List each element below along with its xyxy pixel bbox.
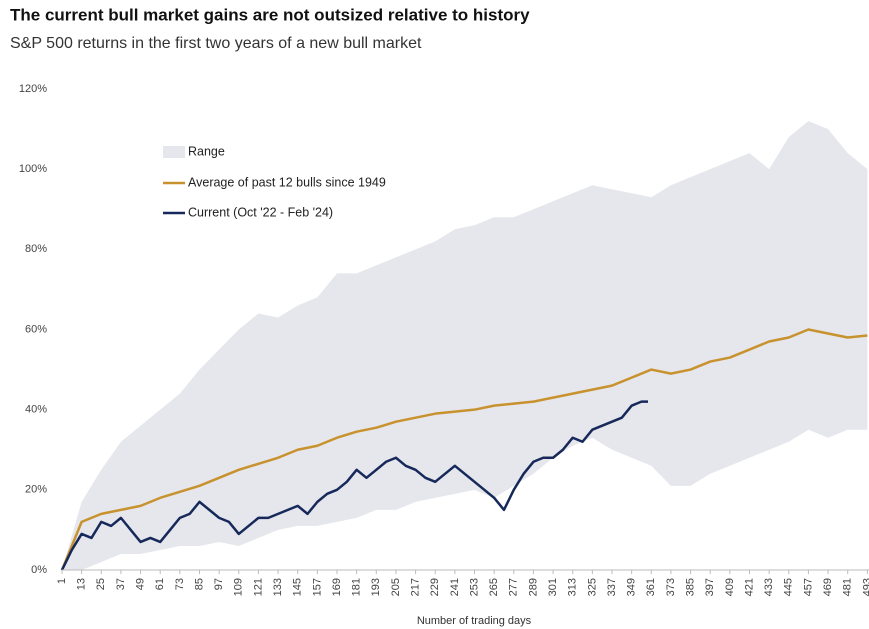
x-tick-label: 49 [134,578,146,590]
x-tick-label: 385 [684,578,696,596]
x-tick-label: 205 [390,578,402,596]
x-tick-label: 361 [645,578,657,596]
chart-title: The current bull market gains are not ou… [10,5,530,24]
x-tick-label: 253 [468,578,480,596]
x-tick-label: 85 [193,578,205,590]
x-tick-label: 409 [724,578,736,596]
x-tick-label: 193 [370,578,382,596]
x-tick-label: 265 [488,578,500,596]
x-tick-label: 157 [311,578,323,596]
x-tick-label: 469 [822,578,834,596]
series-line [60,400,649,571]
chart-subtitle: S&P 500 returns in the first two years o… [10,35,422,52]
x-tick-label: 133 [272,578,284,596]
x-tick-label: 481 [842,578,854,596]
legend-swatch [163,146,185,158]
y-tick-label: 20% [25,484,47,496]
x-tick-label: 181 [351,578,363,596]
x-tick-label: 313 [567,578,579,596]
x-tick-label: 109 [233,578,245,596]
x-tick-label: 421 [743,578,755,596]
legend-label: Average of past 12 bulls since 1949 [188,175,386,189]
x-tick-label: 169 [331,578,343,596]
x-tick-label: 145 [292,578,304,596]
x-tick-label: 13 [76,578,88,590]
x-tick-label: 373 [665,578,677,596]
x-tick-label: 25 [95,578,107,590]
x-tick-label: 121 [252,578,264,596]
x-tick-label: 277 [508,578,520,596]
range-area [62,121,868,571]
x-tick-label: 397 [704,578,716,596]
x-tick-label: 493 [861,578,869,596]
legend-label: Range [188,144,225,158]
x-tick-label: 73 [174,578,186,590]
y-tick-label: 100% [19,163,47,175]
plot [60,121,868,571]
x-tick-label: 445 [783,578,795,596]
y-tick-label: 40% [25,404,47,416]
x-tick-label: 97 [213,578,225,590]
y-tick-label: 120% [19,83,47,95]
x-tick-label: 301 [547,578,559,596]
x-tick-label: 61 [154,578,166,590]
x-tick-label: 349 [626,578,638,596]
x-tick-label: 241 [449,578,461,596]
x-tick-label: 433 [763,578,775,596]
x-tick-label: 289 [527,578,539,596]
x-tick-label: 337 [606,578,618,596]
y-tick-label: 60% [25,323,47,335]
x-tick-label: 37 [115,578,127,590]
x-tick-label: 457 [802,578,814,596]
x-tick-label: 1 [56,578,68,584]
x-tick-label: 229 [429,578,441,596]
x-axis-label: Number of trading days [417,615,532,627]
legend-label: Current (Oct '22 - Feb '24) [188,205,333,219]
x-tick-label: 325 [586,578,598,596]
x-tick-label: 217 [409,578,421,596]
y-tick-label: 80% [25,243,47,255]
y-tick-label: 0% [31,564,47,576]
series-line [60,328,868,571]
